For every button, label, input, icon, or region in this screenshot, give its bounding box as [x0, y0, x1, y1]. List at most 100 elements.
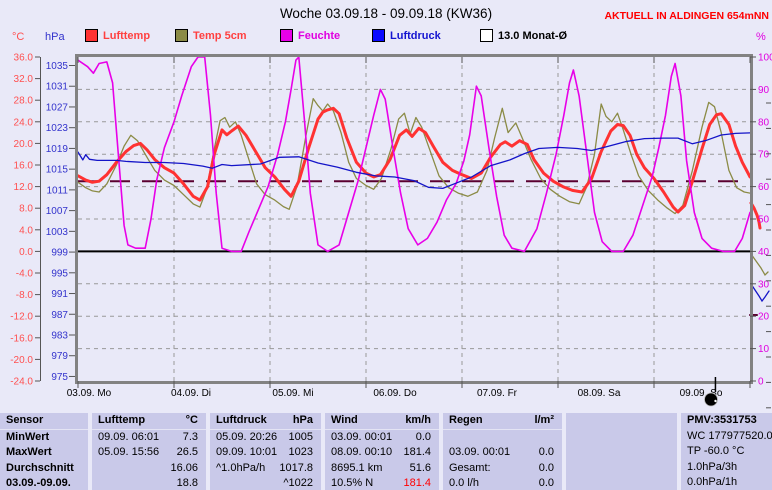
legend-swatch-icon: [85, 29, 98, 42]
table-row-label: Durchschnitt: [6, 461, 74, 474]
svg-text:100: 100: [758, 53, 772, 64]
svg-text:975: 975: [51, 372, 68, 383]
pmv-line: TP -60.0 °C: [687, 445, 745, 458]
svg-text:1035: 1035: [46, 61, 69, 72]
x-axis-day-label: 03.09. Mo: [67, 388, 112, 399]
legend-swatch-icon: [175, 29, 188, 42]
table-cell-row: ^1.0hPa/h 1017.8: [216, 461, 313, 474]
svg-text:40: 40: [758, 247, 770, 258]
x-axis-day-label: 06.09. Do: [373, 388, 417, 399]
svg-text:10: 10: [758, 344, 770, 355]
svg-text:987: 987: [51, 310, 68, 321]
table-cell-row: Gesamt: 0.0: [449, 461, 554, 474]
svg-text:1023: 1023: [46, 123, 69, 134]
table-cell-row: 18.8: [176, 477, 198, 490]
table-cell-row: ^1022: [283, 477, 313, 490]
x-axis-day-label: 05.09. Mi: [272, 388, 313, 399]
svg-text:-12.0: -12.0: [10, 312, 33, 323]
svg-text:24.0: 24.0: [14, 117, 34, 128]
legend-item-temp-5cm: Temp 5cm: [175, 29, 247, 42]
svg-text:-20.0: -20.0: [10, 355, 33, 366]
svg-text:1007: 1007: [46, 206, 69, 217]
svg-text:995: 995: [51, 268, 68, 279]
legend-swatch-icon: [280, 29, 293, 42]
svg-text:1003: 1003: [46, 227, 69, 238]
pmv-line: WC 177977520.0: [687, 429, 772, 442]
table-cell-row: 03.09. 00:01 0.0: [449, 446, 554, 459]
x-axis-day-label: 07.09. Fr: [477, 388, 518, 399]
svg-text:983: 983: [51, 330, 68, 341]
legend-swatch-icon: [480, 29, 493, 42]
table-cell-row: 16.06: [170, 461, 198, 474]
svg-text:991: 991: [51, 289, 68, 300]
svg-text:90: 90: [758, 85, 770, 96]
series-lufttemp: [78, 106, 750, 214]
svg-text:1011: 1011: [46, 185, 68, 196]
table-row-label: Sensor: [0, 413, 88, 430]
legend-label: 13.0 Monat-Ø: [498, 29, 568, 42]
svg-text:1015: 1015: [46, 165, 69, 176]
table-cell-row: 08.09. 00:10 181.4: [331, 446, 431, 459]
temp5cm-continuation: [750, 253, 769, 277]
svg-text:-16.0: -16.0: [10, 333, 33, 344]
table-pmv-column: PMV:3531753 WC 177977520.0 TP -60.0 °C 1.0h…: [681, 413, 772, 490]
svg-text:32.0: 32.0: [14, 74, 34, 85]
table-column-header: Wind km/h: [325, 413, 439, 430]
svg-text:-24.0: -24.0: [10, 377, 33, 388]
svg-text:12.0: 12.0: [14, 182, 34, 193]
axes: 36.0 32.0 28.0 24.0 20.0 16.0 12.0 8.0 4.0 0.0 -4.…: [10, 31, 772, 409]
legend-item-13-0-monat-: 13.0 Monat-Ø: [480, 29, 567, 42]
moon-crescent-highlight: [714, 399, 717, 403]
table-row-label: MaxWert: [6, 446, 52, 459]
table-cell-row: 05.09. 20:26 1005: [216, 430, 313, 443]
svg-text:0: 0: [758, 377, 764, 388]
table-row-label: 03.09.-09.09.: [6, 477, 71, 490]
legend-label: Temp 5cm: [193, 29, 247, 42]
svg-text:1031: 1031: [46, 82, 69, 93]
celsius-axis-unit: °C: [12, 31, 24, 43]
x-axis-day-label: 04.09. Di: [171, 388, 211, 399]
table-column-header: Luftdruck hPa: [210, 413, 321, 430]
svg-text:80: 80: [758, 117, 770, 128]
table-cell-row: 0.0 l/h 0.0: [449, 477, 554, 490]
table-row-labels-column: Sensor MinWert MaxWert Durchschnitt 03.09.-0…: [0, 413, 88, 490]
table-column-wind: Wind km/h 03.09. 00:01 0.0 08.09. 00:10 181.4…: [325, 413, 439, 490]
table-column-header: Regen l/m²: [443, 413, 562, 430]
station-current-label: AKTUELL IN ALDINGEN 654mNN: [604, 10, 769, 22]
table-empty-column: [566, 413, 677, 490]
pmv-line: PMV:3531753: [687, 414, 757, 426]
svg-text:20.0: 20.0: [14, 139, 34, 150]
svg-text:1019: 1019: [46, 144, 69, 155]
table-row-label: MinWert: [6, 430, 50, 443]
series-luftdruck: [78, 132, 750, 190]
svg-text:-8.0: -8.0: [16, 290, 34, 301]
series-temp-5cm: [78, 97, 750, 215]
table-cell-row: 09.09. 10:01 1023: [216, 446, 313, 459]
hpa-axis-unit: hPa: [45, 31, 65, 43]
svg-text:4.0: 4.0: [19, 225, 33, 236]
x-axis-day-label: 09.09. So: [680, 388, 723, 399]
svg-text:979: 979: [51, 351, 68, 362]
legend-item-luftdruck: Luftdruck: [372, 29, 441, 42]
legend-label: Feuchte: [298, 29, 341, 42]
percent-axis-unit: %: [756, 31, 766, 43]
weather-chart-plot[interactable]: 36.0 32.0 28.0 24.0 20.0 16.0 12.0 8.0 4.0 0.0 -4.…: [0, 0, 772, 413]
svg-text:999: 999: [51, 248, 68, 259]
luftdruck-continuation: [750, 283, 770, 303]
table-cell-row: 09.09. 06:01 7.3: [98, 430, 198, 443]
x-axis-day-label: 08.09. Sa: [578, 388, 621, 399]
stats-table: Sensor MinWert MaxWert Durchschnitt 03.09.-0…: [0, 413, 772, 490]
table-column-lufttemp: Lufttemp °C 09.09. 06:01 7.3 05.09. 15:56 26.…: [92, 413, 206, 490]
table-cell-row: 05.09. 15:56 26.5: [98, 446, 198, 459]
table-cell-row: 10.5% N 181.4: [331, 477, 431, 490]
legend-label: Lufttemp: [103, 29, 151, 42]
table-column-header: Lufttemp °C: [92, 413, 206, 430]
svg-text:36.0: 36.0: [14, 53, 34, 64]
svg-text:8.0: 8.0: [19, 204, 33, 215]
legend-item-feuchte: Feuchte: [280, 29, 340, 42]
table-cell-row: [443, 430, 562, 446]
svg-text:30: 30: [758, 279, 770, 290]
svg-text:-4.0: -4.0: [16, 269, 34, 280]
svg-text:20: 20: [758, 312, 770, 323]
